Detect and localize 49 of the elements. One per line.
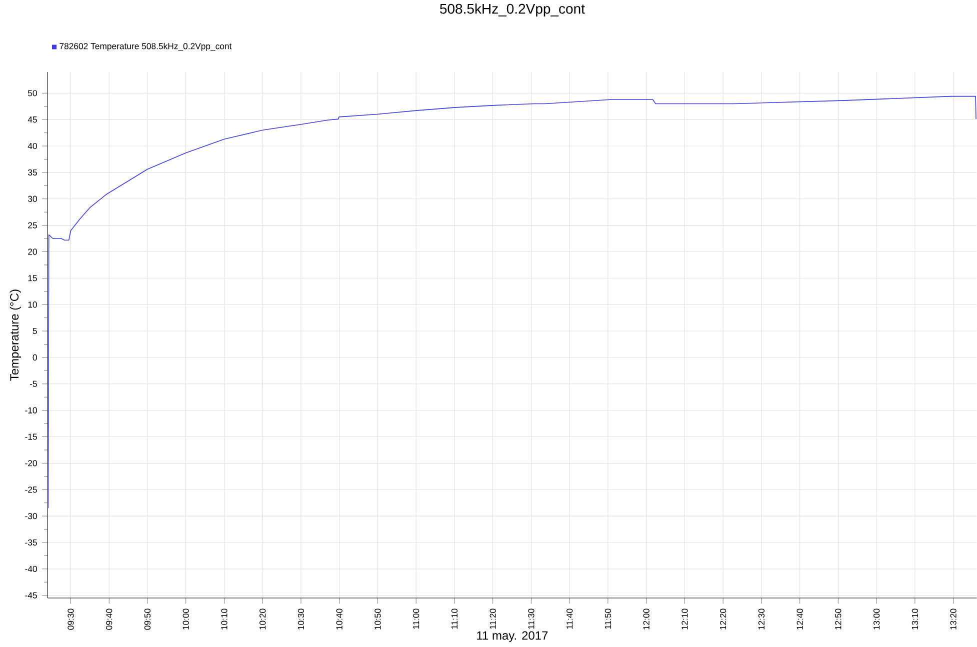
y-tick-label: -45 [25, 592, 37, 598]
y-tick-label: 30 [28, 196, 37, 202]
x-axis-title: 11 may. 2017 [477, 631, 548, 642]
x-tick-label: 11:20 [490, 608, 496, 629]
y-tick-label: 25 [28, 222, 37, 228]
x-tick-label: 11:10 [451, 608, 458, 629]
x-tick-label: 10:50 [374, 608, 381, 630]
y-tick-label: -15 [25, 434, 37, 440]
x-tick-label: 10:20 [260, 608, 266, 630]
y-tick-label: 10 [28, 302, 37, 308]
x-tick-label: 12:40 [796, 608, 803, 630]
x-tick-label: 10:40 [336, 608, 342, 630]
x-tick-label: 12:10 [682, 608, 688, 630]
x-tick-label: 11:50 [604, 608, 612, 629]
y-tick-label: -10 [25, 407, 37, 414]
y-tick-label: 40 [28, 142, 37, 150]
x-tick-label: 09:40 [106, 608, 112, 630]
x-tick-label: 09:50 [144, 608, 151, 630]
y-tick-label: 20 [28, 248, 37, 255]
x-tick-label: 12:50 [835, 608, 842, 630]
y-tick-label: -20 [25, 460, 37, 466]
x-tick-label: 10:00 [182, 608, 189, 630]
x-tick-label: 10:10 [221, 608, 228, 630]
line-series [48, 96, 976, 509]
y-tick-label: 5 [32, 328, 37, 334]
x-tick-label: 12:00 [643, 608, 650, 630]
x-tick-label: 09:30 [68, 608, 74, 630]
x-tick-label: 13:20 [950, 608, 956, 630]
y-tick-label: -35 [25, 539, 37, 546]
y-axis-title: Temperature (°C) [10, 290, 21, 381]
x-tick-label: 13:10 [912, 608, 918, 630]
legend-label: 782602 Temperature 508.5kHz_0.2Vpp_cont [60, 42, 232, 51]
y-tick-label: -30 [25, 513, 37, 520]
x-tick-label: 11:40 [566, 608, 573, 629]
y-tick-label: -40 [25, 566, 37, 572]
x-tick-label: 13:00 [874, 608, 880, 630]
chart-title: 508.5kHz_0.2Vpp_cont [440, 3, 585, 17]
y-tick-label: 0 [32, 354, 37, 361]
x-tick-label: 11:30 [528, 608, 534, 629]
y-tick-label: 50 [28, 90, 37, 96]
y-tick-label: 35 [28, 169, 37, 176]
y-tick-label: -25 [25, 486, 37, 493]
y-tick-label: -5 [30, 380, 37, 387]
y-tick-label: 45 [28, 116, 37, 123]
x-tick-label: 11:00 [413, 608, 420, 629]
x-tick-label: 12:30 [758, 608, 765, 630]
x-tick-label: 12:20 [720, 608, 726, 630]
x-tick-label: 10:30 [298, 608, 304, 630]
y-tick-label: 15 [28, 275, 37, 282]
